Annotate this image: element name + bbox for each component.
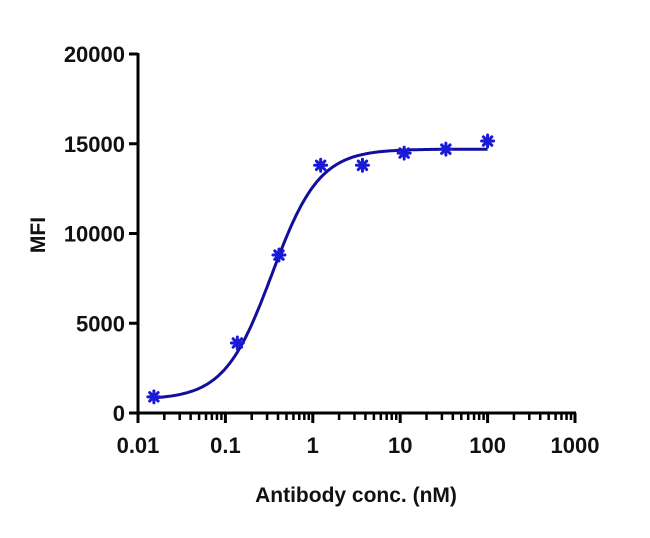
x-tick-label: 0.1 <box>210 433 241 458</box>
data-point-marker <box>480 133 496 149</box>
y-tick-label: 15000 <box>64 132 125 157</box>
x-axis: 0.01 0.1 1 10 100 1000 <box>117 411 600 458</box>
data-point-marker <box>271 247 287 263</box>
data-point-marker <box>146 389 162 405</box>
data-point-marker <box>396 145 412 161</box>
x-tick-label: 1000 <box>551 433 600 458</box>
x-tick-label: 10 <box>388 433 412 458</box>
y-tick-label: 0 <box>113 401 125 426</box>
data-point-marker <box>313 157 329 173</box>
y-tick-label: 20000 <box>64 42 125 67</box>
y-axis: 0 5000 10000 15000 20000 <box>64 42 140 426</box>
data-point-marker <box>354 157 370 173</box>
fit-curve <box>153 147 488 400</box>
x-tick-label: 1 <box>307 433 319 458</box>
y-tick-label: 5000 <box>76 311 125 336</box>
y-tick-label: 10000 <box>64 222 125 247</box>
x-tick-label: 100 <box>469 433 506 458</box>
x-axis-title: Antibody conc. (nM) <box>255 484 457 507</box>
data-point-marker <box>229 335 245 351</box>
x-tick-label: 0.01 <box>117 433 160 458</box>
y-axis-title: MFI <box>27 217 50 253</box>
plot-area <box>146 133 496 405</box>
data-point-marker <box>438 141 454 157</box>
